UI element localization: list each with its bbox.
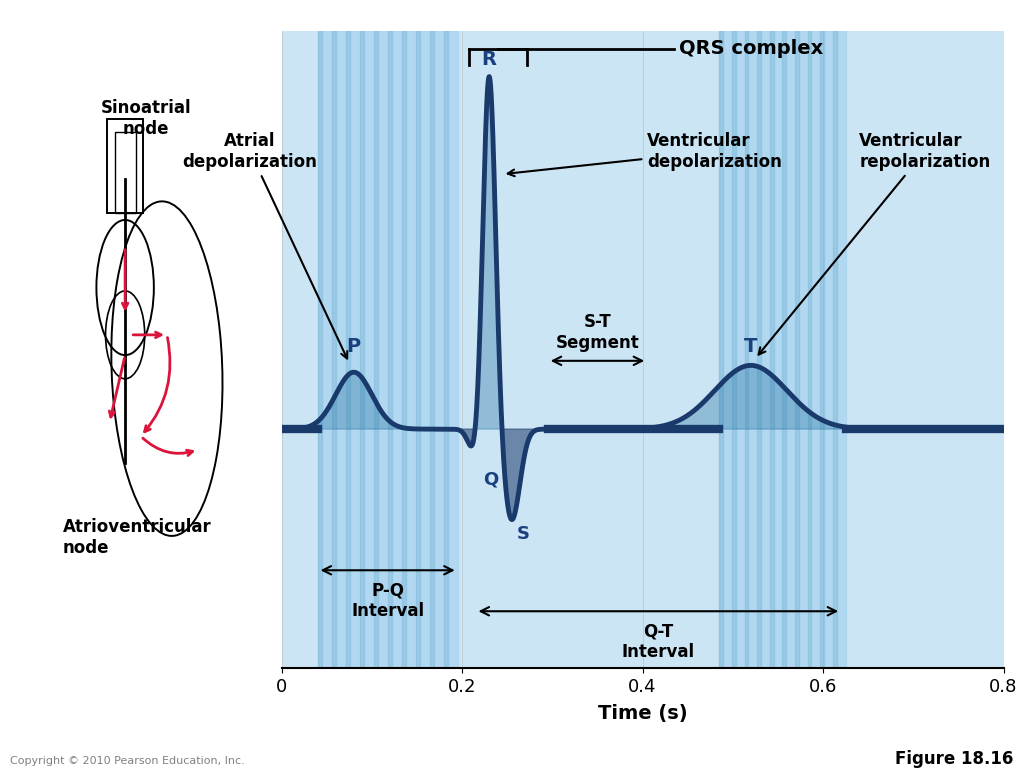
Bar [782, 31, 786, 668]
Bar [430, 31, 434, 668]
Text: Q-T
Interval: Q-T Interval [622, 623, 695, 661]
Bar [317, 31, 322, 668]
Bar [770, 31, 773, 668]
Text: S: S [517, 525, 530, 543]
Bar [833, 31, 837, 668]
Bar [401, 31, 406, 668]
Bar [332, 31, 336, 668]
Bar [732, 31, 735, 668]
Text: Copyright © 2010 Pearson Education, Inc.: Copyright © 2010 Pearson Education, Inc. [10, 756, 245, 766]
Text: P-Q
Interval: P-Q Interval [351, 581, 424, 621]
Bar [719, 31, 846, 668]
Text: S-T
Segment: S-T Segment [556, 313, 639, 352]
Bar [443, 31, 447, 668]
Text: Ventricular
depolarization: Ventricular depolarization [508, 132, 782, 176]
Bar [820, 31, 824, 668]
Text: Atrial
depolarization: Atrial depolarization [182, 132, 347, 359]
Bar [388, 31, 392, 668]
Text: Q: Q [483, 470, 498, 488]
Text: Figure 18.16: Figure 18.16 [895, 750, 1014, 768]
Bar [757, 31, 761, 668]
Text: Sinoatrial
node: Sinoatrial node [100, 99, 191, 138]
Text: Atrioventricular
node: Atrioventricular node [62, 518, 211, 557]
X-axis label: Time (s): Time (s) [598, 704, 687, 723]
Bar [416, 31, 420, 668]
Bar [719, 31, 723, 668]
Bar [346, 31, 350, 668]
Text: Ventricular
repolarization: Ventricular repolarization [759, 132, 990, 355]
Bar [359, 31, 364, 668]
Bar [106, 118, 143, 214]
Text: P: P [347, 337, 360, 356]
Bar [374, 31, 378, 668]
Text: T: T [744, 337, 758, 356]
Bar [317, 31, 458, 668]
Bar [115, 132, 135, 214]
Bar [808, 31, 811, 668]
Bar [795, 31, 799, 668]
Text: QRS complex: QRS complex [679, 39, 823, 58]
Bar [744, 31, 749, 668]
Text: R: R [481, 51, 497, 69]
